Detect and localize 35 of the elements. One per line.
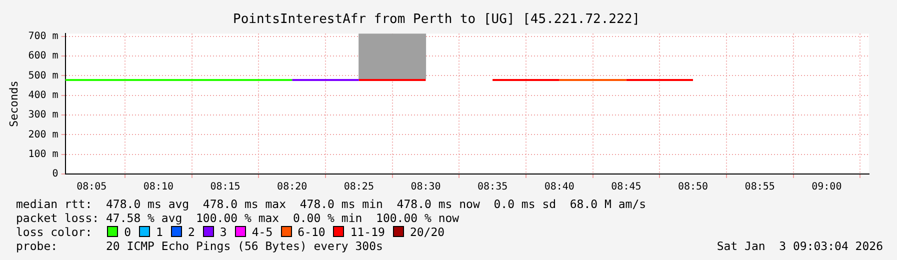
- legend-label: 11-19: [350, 225, 385, 239]
- legend-label: 20/20: [410, 225, 445, 239]
- x-tick-label: 08:40: [544, 182, 574, 193]
- legend-label: 1: [156, 225, 163, 239]
- y-tick-label: 600 m: [28, 50, 58, 62]
- y-tick-label: 0: [52, 168, 58, 180]
- x-tick-label: 08:15: [210, 182, 240, 193]
- text: packet loss: 47.58 % avg 100.00 % max 0.00 % min 100.00 % now: [16, 211, 460, 225]
- text: probe: 20 ICMP Echo Pings (56 Bytes) every 300s: [16, 239, 383, 253]
- x-tick-label: 08:25: [344, 182, 374, 193]
- legend-label: 4-5: [252, 225, 273, 239]
- chart-title: PointsInterestAfr from Perth to [UG] [45.221.72.222]: [233, 12, 640, 28]
- y-axis-title: Seconds: [7, 80, 20, 127]
- y-tick-label: 400 m: [28, 90, 58, 101]
- legend-label: 0: [124, 225, 132, 239]
- legend-label: 3: [220, 225, 227, 239]
- y-tick-label: 200 m: [28, 129, 58, 140]
- x-tick-label: 08:55: [744, 182, 775, 193]
- x-tick-label: 08:45: [611, 182, 642, 193]
- text: Sat Jan 3 09:03:04 2026: [716, 239, 883, 253]
- x-tick-label: 08:10: [143, 182, 174, 193]
- x-tick-label: 09:00: [812, 182, 842, 193]
- legend-title: loss color:: [16, 225, 92, 239]
- x-tick-label: 08:50: [678, 182, 708, 193]
- y-tick-label: 700 m: [28, 30, 58, 42]
- legend-label: 6-10: [298, 225, 326, 239]
- legend-label: 2: [188, 225, 195, 239]
- text: median rtt: 478.0 ms avg 478.0 ms max 478.0 ms min 478.0 ms now 0.0 ms sd 68.0 M am/s: [16, 197, 646, 211]
- y-tick-label: 500 m: [28, 70, 58, 82]
- x-tick-label: 08:05: [76, 182, 107, 193]
- y-tick-label: 100 m: [28, 148, 58, 160]
- x-tick-label: 08:30: [410, 182, 441, 193]
- y-tick-label: 300 m: [28, 110, 58, 121]
- x-tick-label: 08:35: [478, 182, 508, 193]
- x-tick-label: 08:20: [277, 182, 308, 193]
